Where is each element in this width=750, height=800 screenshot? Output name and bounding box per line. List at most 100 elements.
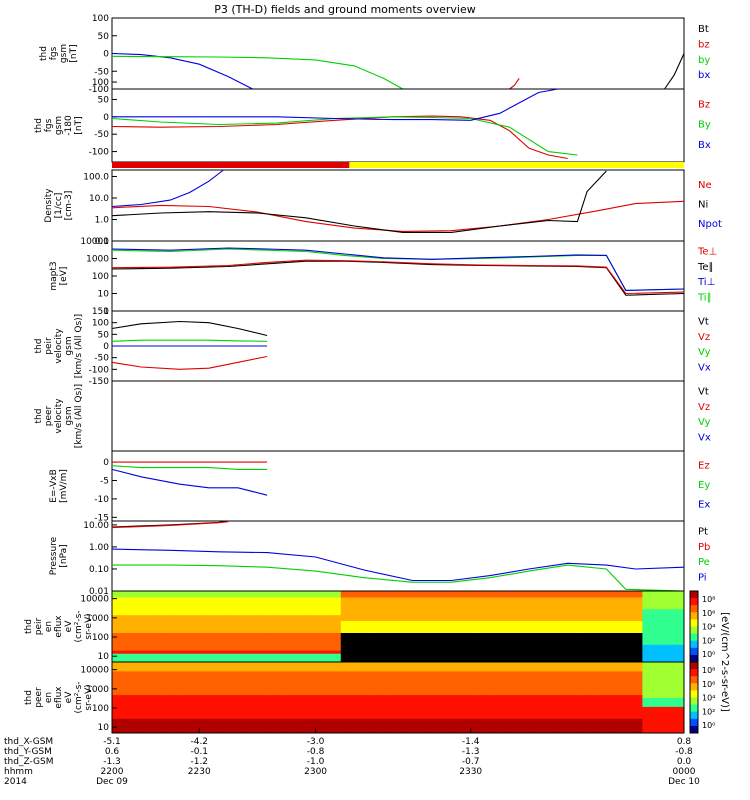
spectrogram-cell: [554, 724, 560, 728]
spectrogram-cell: [403, 679, 409, 684]
y-axis-label-line: [nT]: [69, 44, 79, 62]
spectrogram-cell: [439, 650, 446, 654]
spectrogram-cell: [122, 591, 129, 595]
spectrogram-cell: [153, 694, 160, 698]
spectrogram-cell: [340, 611, 347, 616]
spectrogram-cell: [153, 614, 160, 619]
spectrogram-cell: [668, 656, 675, 660]
spectrogram-cell: [606, 602, 612, 607]
spectrogram-cell: [252, 688, 259, 693]
spectrogram-cell: [304, 632, 311, 636]
spectrogram-cell: [491, 676, 498, 681]
spectrogram-cell: [507, 632, 513, 636]
spectrogram-cell: [450, 611, 456, 616]
spectrogram-cell: [122, 718, 129, 722]
spectrogram-cell: [470, 617, 477, 622]
spectrogram-cell: [257, 712, 264, 716]
spectrogram-cell: [387, 673, 394, 678]
spectrogram-cell: [138, 614, 144, 619]
spectrogram-cell: [512, 697, 519, 701]
spectrogram-cell: [320, 665, 326, 669]
spectrogram-cell: [304, 718, 311, 722]
spectrogram-cell: [465, 647, 472, 651]
spectrogram-cell: [200, 706, 207, 710]
spectrogram-cell: [507, 679, 513, 684]
series-line-Vz: [111, 355, 268, 370]
spectrogram-cell: [668, 635, 675, 639]
spectrogram-cell: [533, 644, 539, 648]
spectrogram-cell: [226, 626, 233, 630]
spectrogram-cell: [366, 706, 373, 710]
spectrogram-cell: [564, 638, 571, 642]
spectrogram-cell: [231, 656, 238, 660]
spectrogram-cell: [559, 644, 565, 648]
spectrogram-cell: [262, 730, 269, 734]
spectrogram-cell: [439, 715, 446, 719]
spectrogram-cell: [543, 605, 550, 610]
spectrogram-cell: [195, 638, 201, 642]
spectrogram-cell: [361, 670, 368, 675]
spectrogram-cell: [262, 656, 269, 660]
spectrogram-cell: [606, 647, 612, 651]
spectrogram-cell: [127, 591, 134, 595]
spectrogram-cell: [268, 638, 274, 642]
spectrogram-cell: [304, 599, 311, 604]
spectrogram-cell: [190, 727, 196, 731]
spectrogram-cell: [205, 665, 212, 669]
spectrogram-cell: [450, 712, 456, 716]
spectrogram-cell: [268, 712, 274, 716]
spectrogram-cell: [330, 721, 337, 725]
spectrogram-cell: [262, 721, 269, 725]
spectrogram-cell: [314, 650, 321, 654]
spectrogram-cell: [278, 694, 285, 698]
spectrogram-cell: [522, 670, 529, 675]
spectrogram-cell: [164, 629, 170, 633]
spectrogram-cell: [143, 724, 149, 728]
spectrogram-cell: [585, 608, 591, 613]
spectrogram-cell: [444, 685, 451, 690]
spectrogram-cell: [210, 629, 217, 633]
spectrogram-cell: [143, 641, 149, 645]
spectrogram-cell: [678, 614, 685, 619]
spectrogram-cell: [205, 718, 212, 722]
spectrogram-cell: [153, 659, 160, 663]
spectrogram-cell: [138, 594, 144, 598]
spectrogram-cell: [496, 724, 503, 728]
spectrogram-cell: [616, 594, 623, 598]
spectrogram-cell: [413, 623, 420, 627]
spectrogram-cell: [434, 662, 441, 666]
spectrogram-cell: [257, 703, 264, 707]
spectrogram-cell: [273, 653, 279, 657]
spectrogram-cell: [346, 594, 352, 598]
spectrogram-cell: [418, 721, 425, 725]
spectrogram-cell: [216, 632, 222, 636]
spectrogram-cell: [283, 653, 290, 657]
spectrogram-cell: [325, 611, 331, 616]
spectrogram-cell: [320, 694, 326, 698]
spectrogram-cell: [460, 632, 467, 636]
spectrogram-cell: [283, 706, 290, 710]
spectrogram-cell: [491, 608, 498, 613]
spectrogram-cell: [169, 665, 175, 669]
spectrogram-cell: [528, 703, 534, 707]
spectrogram-cell: [408, 685, 415, 690]
spectrogram-cell: [148, 670, 155, 675]
spectrogram-cell: [153, 667, 160, 672]
spectrogram-cell: [450, 605, 456, 610]
spectrogram-cell: [465, 662, 472, 666]
spectrogram-cell: [346, 626, 352, 630]
spectrogram-cell: [122, 596, 129, 601]
spectrogram-cell: [424, 653, 430, 657]
spectrogram-cell: [517, 721, 524, 725]
spectrogram-cell: [247, 608, 253, 613]
spectrogram-cell: [372, 620, 378, 625]
spectrogram-cell: [335, 688, 342, 693]
spectrogram-cell: [366, 670, 373, 675]
spectrogram-cell: [387, 632, 394, 636]
spectrogram-cell: [413, 638, 420, 642]
spectrogram-cell: [112, 647, 118, 651]
spectrogram-cell: [533, 685, 539, 690]
spectrogram-cell: [335, 665, 342, 669]
spectrogram-cell: [247, 682, 253, 687]
spectrogram-cell: [559, 709, 565, 713]
